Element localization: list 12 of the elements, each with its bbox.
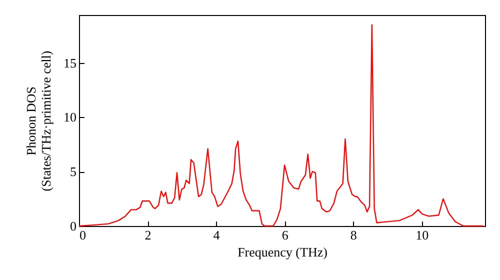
x-tick-label: 4 xyxy=(213,228,220,242)
x-tick-label: 6 xyxy=(282,228,289,242)
line-series xyxy=(78,24,484,227)
x-tick-label: 0 xyxy=(80,228,86,242)
y-tick-label: 15 xyxy=(64,55,76,70)
y-tick-label: 10 xyxy=(64,110,76,125)
x-tick-label: 10 xyxy=(416,228,429,242)
x-axis-title: Frequency (THz) xyxy=(238,244,328,260)
x-tick-label: 8 xyxy=(350,228,357,242)
x-tick-label: 2 xyxy=(144,228,152,242)
y-tick-label: 5 xyxy=(70,164,76,180)
y-axis-title: Phonon DOS (States/THz·primitive cell) xyxy=(24,50,54,192)
